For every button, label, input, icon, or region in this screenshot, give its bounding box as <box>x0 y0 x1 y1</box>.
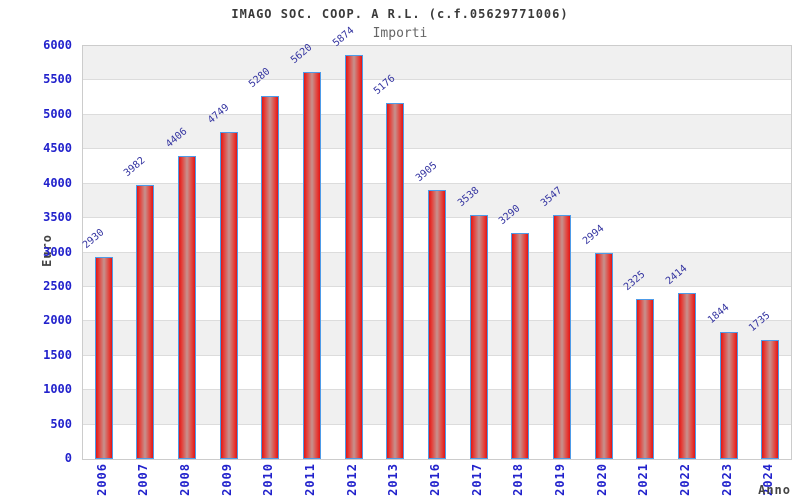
y-tick-label: 5000 <box>43 106 72 121</box>
bar-2006 <box>94 257 113 459</box>
bar-2023 <box>719 332 738 459</box>
x-tick-label: 2018 <box>511 463 526 496</box>
bar-2024 <box>761 339 780 459</box>
bar-2021 <box>636 298 655 459</box>
y-tick-label: 3000 <box>43 244 72 259</box>
x-tick-label: 2011 <box>303 463 318 496</box>
y-tick-label: 0 <box>64 451 72 465</box>
bar-value-label: 2930 <box>80 227 107 252</box>
bar-2019 <box>552 214 571 459</box>
y-tick-label: 2000 <box>43 313 72 328</box>
x-axis-title: Anno <box>758 483 791 497</box>
x-tick-label: 2020 <box>594 463 609 496</box>
y-tick-label: 3500 <box>43 210 72 225</box>
bar-2013 <box>386 102 405 459</box>
x-tick-label: 2012 <box>344 463 359 496</box>
background-band <box>83 114 791 150</box>
bar-value-label: 3905 <box>413 160 440 185</box>
chart-title: IMAGO SOC. COOP. A R.L. (c.f.05629771006… <box>231 7 569 21</box>
x-tick-label: 2019 <box>552 463 567 496</box>
bar-2018 <box>511 232 530 459</box>
bar-2012 <box>344 54 363 459</box>
legend: Importi <box>0 26 800 41</box>
x-tick-label: 2007 <box>136 463 151 496</box>
x-tick-label: 2008 <box>178 463 193 496</box>
x-tick-label: 2009 <box>219 463 234 496</box>
bar-2022 <box>677 292 696 459</box>
gridline <box>83 113 791 115</box>
bar-2020 <box>594 252 613 459</box>
gridline <box>83 148 791 150</box>
y-tick-label: 1000 <box>43 382 72 397</box>
x-tick-label: 2021 <box>636 463 651 496</box>
y-tick-label: 500 <box>50 416 72 431</box>
y-tick-label: 1500 <box>43 347 72 362</box>
x-tick-label: 2013 <box>386 463 401 496</box>
bar-2008 <box>178 155 197 459</box>
x-tick-label: 2010 <box>261 463 276 496</box>
bar-2016 <box>428 190 446 459</box>
bar-2007 <box>136 184 155 459</box>
background-band <box>83 46 791 81</box>
x-tick-label: 2016 <box>428 463 442 496</box>
y-tick-label: 5500 <box>43 72 72 87</box>
y-axis-tick-labels: 0 500 1000 1500 2000 2500 3000 3500 4000 4500 5000… <box>0 0 80 500</box>
x-tick-label: 2022 <box>677 463 692 496</box>
bar-2011 <box>303 72 322 459</box>
y-tick-label: 4500 <box>43 141 72 156</box>
plot-area: 2930 3982 4406 4749 5280 5620 5874 5176 3905 3538… <box>80 25 792 460</box>
bar-2010 <box>261 95 280 459</box>
gridline <box>83 79 791 81</box>
y-tick-label: 6000 <box>43 38 72 52</box>
y-tick-label: 4000 <box>43 175 72 190</box>
bar-value-label: 2994 <box>580 223 607 247</box>
bar-2009 <box>219 132 238 459</box>
gridline <box>83 182 791 184</box>
x-tick-label: 2006 <box>94 463 109 496</box>
x-axis-tick-labels: 2006 2007 2008 2009 2010 2011 2012 2013 2016 2017… <box>82 459 790 500</box>
x-tick-label: 2017 <box>469 463 484 496</box>
x-tick-label: 2023 <box>719 463 734 496</box>
y-tick-label: 2500 <box>43 278 72 293</box>
bar-2017 <box>469 215 488 459</box>
legend-label: Importi <box>372 26 428 41</box>
bar-value-label: 3982 <box>122 154 148 179</box>
